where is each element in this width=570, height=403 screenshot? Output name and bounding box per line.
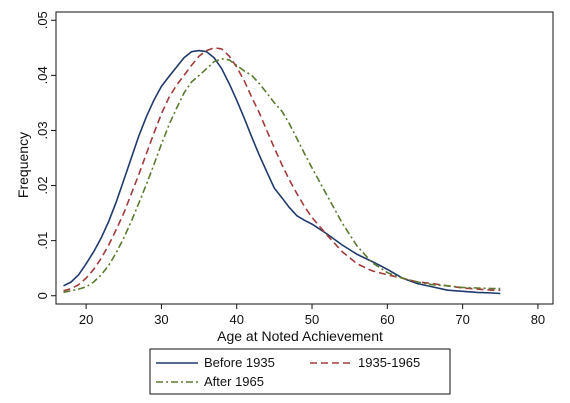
y-axis-label: Frequency [15,132,31,198]
y-tick-label: .03 [35,121,50,139]
y-tick-label: 0 [35,292,50,299]
legend-label-3: After 1965 [204,374,264,389]
y-tick-label: .05 [35,11,50,29]
axes: 20 30 40 50 60 70 80 0 .01 .02 .03 .04 .05 [35,11,554,327]
series-line-2 [63,46,501,292]
series-line-3 [63,57,501,294]
x-tick-label: 80 [531,312,545,327]
legend-box [149,348,451,395]
y-tick-label: .01 [35,232,50,250]
y-tick-label: .04 [35,66,50,84]
x-tick-label: 20 [79,312,93,327]
legend-label-2: 1935-1965 [358,355,420,370]
y-tick-label: .02 [35,177,50,195]
x-tick-label: 30 [154,312,168,327]
x-axis-label: Age at Noted Achievement [217,328,383,344]
legend: Before 1935 1935-1965 After 1965 [149,348,451,395]
plot-frame [55,11,554,305]
x-tick-label: 50 [305,312,319,327]
x-tick-label: 60 [380,312,394,327]
legend-label-1: Before 1935 [204,355,275,370]
x-tick-label: 70 [455,312,469,327]
series-lines [63,46,501,295]
x-tick-label: 40 [229,312,243,327]
series-line-1 [63,49,501,295]
